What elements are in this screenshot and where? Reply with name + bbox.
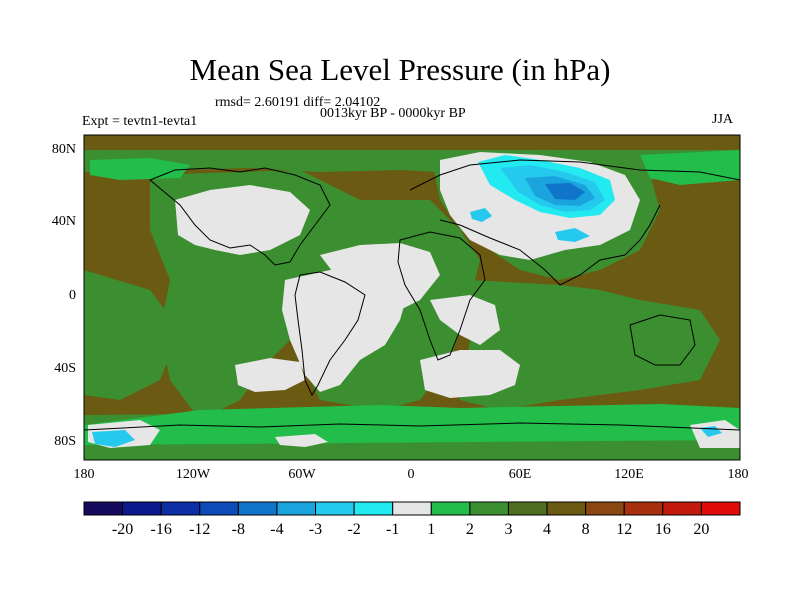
colorbar-label: 16 (654, 521, 671, 538)
lat-label-80n: 80N (51, 142, 76, 157)
coastline-south-america (294, 271, 366, 397)
colorbar-label: -12 (189, 521, 211, 538)
colorbar-swatch-9 (430, 501, 471, 516)
colorbar-label: 1 (427, 521, 436, 538)
colorbar-swatch-3 (199, 501, 239, 516)
pressure-region-near-zero-africa (430, 295, 500, 345)
coastline-australia (629, 314, 696, 366)
colorbar-swatch-12 (546, 501, 587, 516)
coastline-africa (397, 231, 486, 361)
pressure-region-near-zero-north-america (175, 185, 310, 255)
pressure-region-light-green-3 (84, 404, 740, 445)
colorbar-swatch-1 (122, 501, 162, 516)
pressure-region-sky-caspian (470, 208, 492, 222)
season-label: JJA (712, 112, 734, 127)
colorbar-label: 20 (693, 521, 710, 538)
lon-label-120w: 120W (175, 467, 211, 482)
coastlines (84, 159, 740, 431)
colorbar-label: 3 (504, 521, 513, 538)
lat-label-0: 0 (69, 288, 76, 303)
colorbar-swatch-5 (276, 501, 317, 516)
lon-label-0: 0 (407, 467, 415, 482)
colorbar-swatch-0 (83, 501, 124, 516)
colorbar-swatch-4 (237, 501, 278, 516)
colorbar-label: 4 (543, 521, 552, 538)
colorbar-label: 2 (465, 521, 474, 538)
lat-label-40n: 40N (51, 214, 76, 229)
experiment-label: Expt = tevtn1-tevta1 (82, 114, 198, 129)
pressure-region-green-west-pacific (84, 270, 180, 400)
colorbar-label: -3 (308, 521, 323, 538)
colorbar-swatch-6 (315, 501, 355, 516)
pressure-region-near-zero-south-atlantic (420, 350, 520, 398)
lon-label-180e: 180 (727, 467, 749, 482)
colorbar-label: 12 (616, 521, 633, 538)
pressure-region-near-zero-south-pacific (235, 358, 305, 392)
coastline-north-america (149, 167, 331, 266)
colorbar-swatch-14 (623, 501, 664, 516)
pressure-region-light-green-2 (640, 150, 740, 185)
colorbar-swatch-11 (507, 501, 548, 516)
pressure-region-deep-blue-siberia (545, 183, 585, 200)
coastline-eurasia (409, 159, 740, 286)
pressure-region-green-indian (460, 280, 720, 410)
lon-label-60e: 60E (508, 467, 532, 482)
map-title: Mean Sea Level Pressure (in hPa) (189, 52, 611, 87)
colorbar-label: -2 (347, 521, 361, 538)
pressure-region-sky-tibet (555, 228, 590, 242)
colorbar-swatch-13 (585, 501, 625, 516)
colorbar-swatch-8 (392, 501, 432, 516)
lon-label-180w: 180 (73, 467, 95, 482)
pressure-region-sky-antarctic (92, 430, 135, 447)
lon-label-120e: 120E (614, 467, 644, 482)
colorbar-swatch-7 (353, 501, 394, 516)
rmsd-diff-stats: rmsd= 2.60191 diff= 2.04102 (215, 95, 381, 110)
coastline-antarctica (84, 422, 740, 431)
colorbar-label: -8 (231, 521, 245, 538)
map-frame (83, 134, 741, 461)
colorbar-label: 8 (581, 521, 590, 538)
colorbar-label: -4 (270, 521, 284, 538)
colorbar-swatch-2 (160, 501, 201, 516)
time-period-label: 0013kyr BP - 0000kyr BP (320, 106, 466, 121)
colorbar-label: -20 (111, 521, 134, 538)
colorbar (83, 501, 741, 516)
colorbar-label: -1 (386, 521, 400, 538)
colorbar-swatch-10 (469, 501, 509, 516)
pressure-region-near-zero-antarctic-3 (275, 434, 328, 447)
colorbar-label: -16 (150, 521, 172, 538)
colorbar-swatch-16 (700, 501, 741, 516)
colorbar-swatch-15 (662, 501, 702, 516)
lat-label-40s: 40S (54, 361, 76, 376)
lat-label-80s: 80S (54, 434, 76, 449)
lon-label-60w: 60W (288, 467, 316, 482)
